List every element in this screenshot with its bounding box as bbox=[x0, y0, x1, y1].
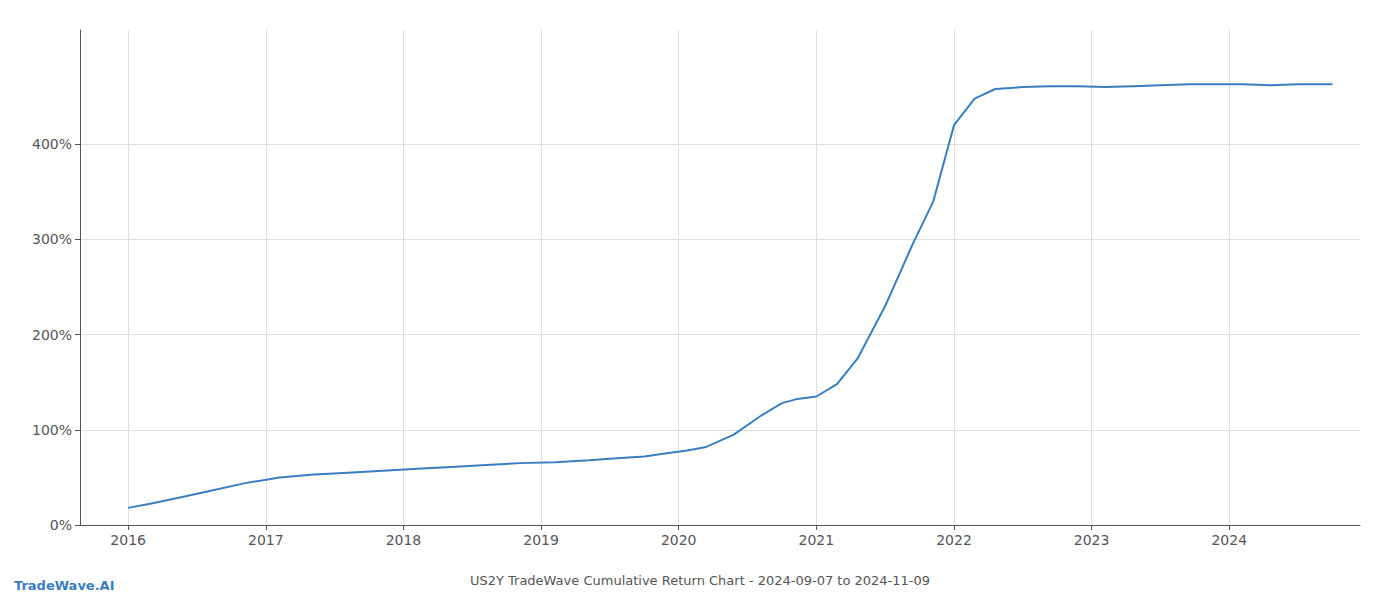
svg-text:2018: 2018 bbox=[386, 532, 422, 548]
svg-text:TradeWave.AI: TradeWave.AI bbox=[14, 578, 115, 593]
svg-text:2021: 2021 bbox=[799, 532, 835, 548]
svg-text:2017: 2017 bbox=[248, 532, 284, 548]
svg-text:200%: 200% bbox=[32, 327, 72, 343]
svg-text:2022: 2022 bbox=[936, 532, 972, 548]
svg-text:2023: 2023 bbox=[1074, 532, 1110, 548]
svg-text:2019: 2019 bbox=[523, 532, 559, 548]
svg-text:300%: 300% bbox=[32, 231, 72, 247]
svg-text:0%: 0% bbox=[50, 517, 72, 533]
svg-text:US2Y TradeWave Cumulative Retu: US2Y TradeWave Cumulative Return Chart -… bbox=[470, 573, 930, 588]
svg-text:2024: 2024 bbox=[1211, 532, 1247, 548]
svg-text:400%: 400% bbox=[32, 136, 72, 152]
svg-text:2016: 2016 bbox=[110, 532, 146, 548]
svg-text:2020: 2020 bbox=[661, 532, 697, 548]
svg-text:100%: 100% bbox=[32, 422, 72, 438]
